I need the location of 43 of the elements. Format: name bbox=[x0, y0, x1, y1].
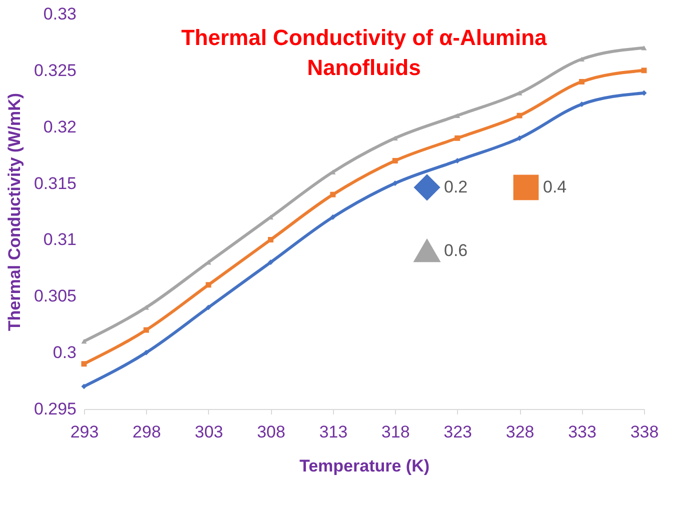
x-tick-label: 318 bbox=[381, 422, 410, 442]
y-tick-label: 0.3 bbox=[52, 343, 76, 362]
legend-label: 0.6 bbox=[444, 241, 468, 260]
point bbox=[206, 282, 212, 288]
point bbox=[330, 192, 336, 198]
x-tick-label: 308 bbox=[256, 422, 286, 442]
y-tick-label: 0.315 bbox=[34, 174, 76, 193]
y-tick-label: 0.31 bbox=[43, 230, 76, 250]
point bbox=[579, 78, 585, 84]
legend-label: 0.2 bbox=[444, 177, 468, 196]
x-axis-title: Temperature (K) bbox=[299, 456, 430, 476]
point bbox=[454, 113, 460, 118]
x-tick-label: 338 bbox=[630, 422, 659, 442]
point bbox=[454, 158, 460, 164]
point bbox=[268, 236, 274, 242]
point bbox=[268, 260, 274, 266]
point bbox=[143, 327, 149, 333]
point bbox=[81, 384, 87, 390]
point bbox=[516, 112, 522, 118]
point bbox=[392, 158, 398, 164]
x-tick-label: 328 bbox=[506, 422, 534, 442]
text: Thermal Conductivity of α-Alumina Nanofluids bbox=[181, 25, 548, 80]
point bbox=[81, 338, 87, 344]
x-tick-label: 303 bbox=[194, 422, 224, 442]
x-tick-label: 293 bbox=[70, 422, 99, 442]
point bbox=[81, 361, 87, 367]
point bbox=[392, 180, 398, 186]
point bbox=[641, 68, 647, 74]
point bbox=[143, 350, 149, 356]
y-tick-label: 0.295 bbox=[34, 400, 76, 418]
point bbox=[206, 304, 212, 310]
y-axis-title: Thermal Conductivity (W/mK) bbox=[4, 92, 24, 332]
legend-label: 0.4 bbox=[543, 177, 567, 196]
point bbox=[330, 214, 336, 220]
x-tick-label: 323 bbox=[444, 422, 472, 442]
y-tick-label: 0.32 bbox=[43, 117, 76, 136]
point bbox=[454, 135, 460, 141]
y-tick-label: 0.305 bbox=[34, 286, 76, 306]
x-tick-label: 298 bbox=[132, 422, 161, 442]
x-tick-label: 333 bbox=[568, 422, 596, 442]
x-tick-label: 313 bbox=[319, 422, 348, 442]
y-tick-label: 0.33 bbox=[43, 4, 76, 24]
y-tick-label: 0.325 bbox=[34, 60, 76, 80]
